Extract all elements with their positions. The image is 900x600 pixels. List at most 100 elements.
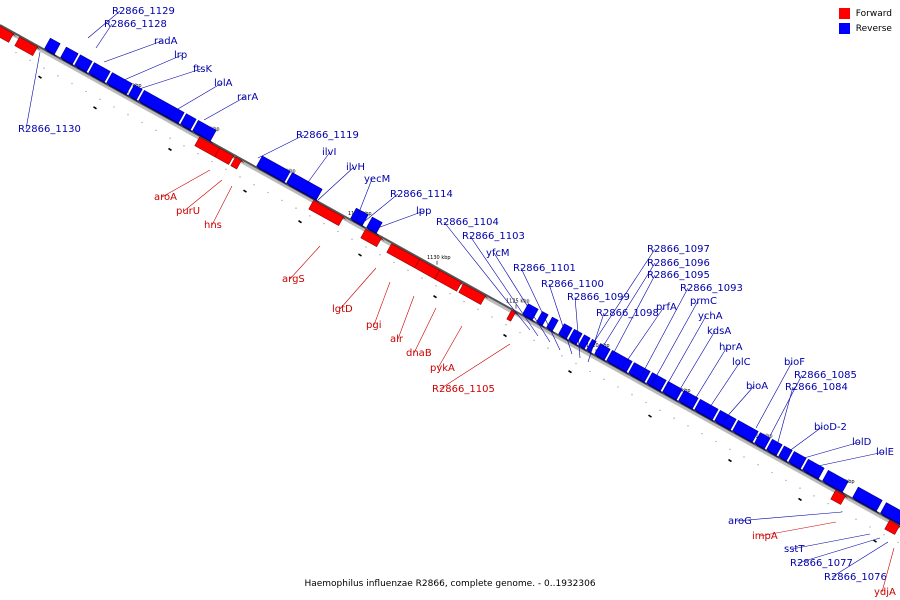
leader-line-arog bbox=[735, 511, 843, 522]
ruler-dot bbox=[281, 199, 283, 201]
reverse-feature bbox=[628, 362, 651, 385]
gene-label-biod-2: bioD-2 bbox=[814, 422, 847, 433]
ruler-dot bbox=[127, 114, 129, 116]
leader-line-lrp bbox=[123, 54, 183, 81]
ruler-dot bbox=[659, 409, 661, 411]
leader-line-lolc bbox=[707, 361, 741, 411]
ruler-dot bbox=[169, 137, 171, 139]
ruler-dot bbox=[155, 129, 157, 131]
leader-line-kdsa bbox=[675, 330, 716, 397]
gene-label-r2866-1096: R2866_1096 bbox=[647, 258, 710, 269]
ruler-dot bbox=[197, 153, 199, 155]
gene-label-hns: hns bbox=[204, 220, 222, 231]
leader-line-r2866-1085 bbox=[769, 374, 803, 437]
ruler-tick bbox=[728, 458, 732, 463]
gene-label-kdsa: kdsA bbox=[707, 326, 731, 337]
ruler-dot bbox=[673, 417, 675, 419]
leader-line-ycha bbox=[663, 315, 707, 391]
leader-line-aroa bbox=[161, 169, 211, 198]
ruler-dot bbox=[505, 324, 507, 326]
ruler-dot bbox=[799, 487, 801, 489]
reverse-feature bbox=[714, 409, 737, 433]
gene-label-lold: lolD bbox=[852, 437, 872, 448]
ruler-dot bbox=[715, 440, 717, 443]
leader-line-bioa bbox=[723, 385, 755, 421]
ruler-dot bbox=[897, 541, 899, 544]
ruler-dot bbox=[645, 401, 647, 404]
reverse-feature bbox=[138, 89, 185, 126]
reverse-feature bbox=[536, 311, 549, 329]
leader-line-r2866-1097 bbox=[593, 248, 656, 343]
gene-label-r2866-1098: R2866_1098 bbox=[596, 308, 659, 319]
gene-label-dnab: dnaB bbox=[406, 348, 432, 359]
forward-feature bbox=[14, 36, 41, 57]
gene-label-lgtd: lgtD bbox=[332, 304, 353, 315]
ruler-dot bbox=[351, 238, 353, 240]
ruler-dot bbox=[827, 503, 829, 505]
gene-label-rada: radA bbox=[154, 36, 178, 47]
ruler-dot bbox=[477, 308, 479, 310]
forward-feature bbox=[434, 269, 465, 292]
reverse-feature bbox=[180, 113, 197, 133]
legend-label-forward: Forward bbox=[855, 8, 892, 19]
leader-line-alr bbox=[397, 295, 415, 340]
gene-label-lola: lolA bbox=[214, 78, 233, 89]
forward-feature bbox=[230, 156, 245, 170]
forward-feature bbox=[830, 489, 849, 505]
leader-line-prfa bbox=[621, 306, 665, 369]
reverse-feature bbox=[732, 419, 759, 445]
scale-tick-label: 1120 kbp bbox=[586, 343, 610, 349]
gene-label-r2866-1076: R2866_1076 bbox=[824, 572, 887, 583]
scale-tick-label: 1125 kbp bbox=[506, 299, 530, 305]
gene-label-sstt: sstT bbox=[784, 544, 805, 555]
gene-label-lolc: lolC bbox=[732, 357, 751, 368]
reverse-feature bbox=[662, 381, 683, 403]
leader-line-r2866-1098 bbox=[587, 312, 605, 363]
leader-line-r2866-1129 bbox=[87, 10, 121, 39]
leader-line-yfcm bbox=[493, 252, 551, 343]
reverse-feature bbox=[60, 46, 79, 68]
ruler-dot bbox=[239, 176, 241, 178]
ruler-dot bbox=[757, 464, 759, 466]
leader-line-biod-2 bbox=[787, 426, 823, 453]
ruler-dot bbox=[855, 518, 857, 520]
gene-label-r2866-1077: R2866_1077 bbox=[790, 558, 853, 569]
leader-line-pgi bbox=[373, 281, 391, 326]
ruler-tick bbox=[38, 75, 42, 79]
legend-swatch-forward bbox=[838, 8, 850, 19]
leader-line-r2866-1084 bbox=[777, 386, 794, 443]
ruler-dot bbox=[547, 347, 549, 349]
leader-line-r2866-1103 bbox=[469, 235, 539, 337]
gene-label-prmc: prmC bbox=[690, 296, 717, 307]
gene-label-r2866-1114: R2866_1114 bbox=[390, 189, 453, 200]
gene-label-biof: bioF bbox=[784, 357, 805, 368]
leader-line-r2866-1130 bbox=[25, 51, 41, 130]
ruler-tick bbox=[358, 253, 362, 257]
leader-line-r2866-1105 bbox=[439, 343, 511, 390]
ruler-dot bbox=[141, 121, 143, 124]
leader-line-r2866-1076 bbox=[831, 541, 889, 578]
forward-feature bbox=[506, 309, 519, 322]
gene-label-r2866-1095: R2866_1095 bbox=[647, 270, 710, 281]
ruler-dot bbox=[813, 495, 815, 497]
leader-line-r2866-1100 bbox=[548, 283, 573, 355]
ruler-dot bbox=[519, 331, 521, 334]
ruler-dot bbox=[379, 254, 381, 256]
ruler-dot bbox=[85, 90, 87, 93]
ruler-dot bbox=[99, 98, 101, 100]
gene-label-r2866-1084: R2866_1084 bbox=[785, 382, 848, 393]
reverse-feature bbox=[880, 502, 900, 526]
gene-label-ilvi: ilvI bbox=[322, 147, 336, 158]
ruler-dot bbox=[29, 59, 31, 61]
ruler-tick bbox=[873, 539, 877, 543]
reverse-feature bbox=[822, 469, 849, 495]
reverse-feature bbox=[558, 323, 573, 342]
forward-feature bbox=[308, 199, 347, 227]
gene-label-pgi: pgi bbox=[366, 320, 381, 331]
forward-feature bbox=[0, 25, 17, 43]
reverse-feature bbox=[594, 343, 611, 363]
leader-line-r2866-1114 bbox=[359, 193, 399, 226]
leader-line-ftsk bbox=[135, 68, 202, 91]
leader-line-r2866-1099 bbox=[574, 296, 581, 359]
ruler-dot bbox=[617, 386, 619, 388]
